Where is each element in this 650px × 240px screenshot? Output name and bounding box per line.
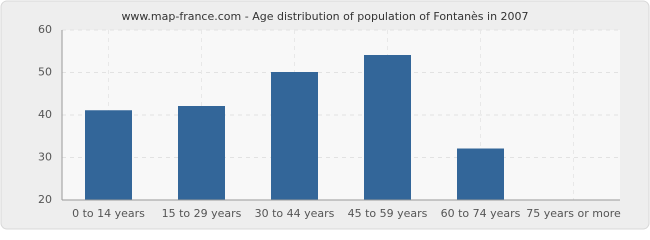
bar <box>178 106 225 201</box>
y-tick-label: 30 <box>38 151 52 164</box>
chart-title: www.map-france.com - Age distribution of… <box>121 10 528 23</box>
x-tick-label: 0 to 14 years <box>72 207 145 220</box>
bar <box>85 110 132 201</box>
y-tick-label: 40 <box>38 108 52 121</box>
bar <box>364 55 411 201</box>
chart: www.map-france.com - Age distribution of… <box>0 0 650 230</box>
bar <box>271 72 318 201</box>
x-tick-label: 60 to 74 years <box>441 207 521 220</box>
y-tick-label: 50 <box>38 66 52 79</box>
x-tick-label: 30 to 44 years <box>255 207 335 220</box>
y-tick-label: 20 <box>38 193 52 206</box>
page: {"chart_data": {"type": "bar", "title": … <box>0 0 650 230</box>
x-tick-label: 15 to 29 years <box>162 207 242 220</box>
bar <box>457 148 504 201</box>
y-tick-label: 60 <box>38 23 52 36</box>
x-tick-label: 45 to 59 years <box>348 207 428 220</box>
x-tick-label: 75 years or more <box>526 207 621 220</box>
